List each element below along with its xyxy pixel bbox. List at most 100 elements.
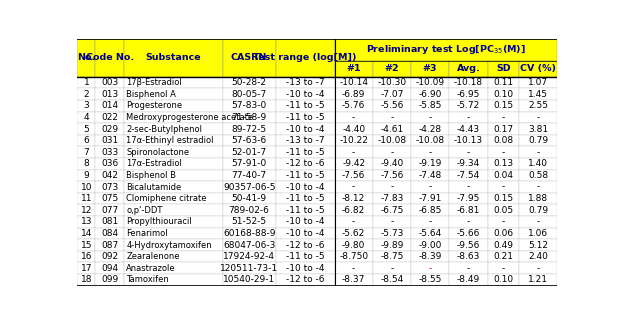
Text: Anastrazole: Anastrazole [126, 264, 176, 273]
Bar [488, 123, 519, 135]
Text: -13 to -7: -13 to -7 [286, 78, 324, 87]
Text: -5.76: -5.76 [342, 101, 365, 110]
Text: -10.08: -10.08 [415, 136, 444, 145]
Bar [488, 263, 519, 274]
Text: -7.56: -7.56 [342, 171, 365, 180]
Bar [519, 274, 557, 286]
Bar [488, 228, 519, 239]
Text: Avg.: Avg. [457, 64, 480, 73]
Bar [488, 193, 519, 204]
Bar [519, 146, 557, 158]
Text: -7.56: -7.56 [380, 171, 404, 180]
Bar [449, 61, 488, 77]
Text: -8.54: -8.54 [380, 275, 404, 284]
Bar [335, 204, 373, 216]
Text: 15: 15 [80, 240, 92, 250]
Bar [335, 228, 373, 239]
Bar [411, 88, 449, 100]
Text: Bisphenol B: Bisphenol B [126, 171, 176, 180]
Text: 17α-Estradiol: 17α-Estradiol [126, 159, 182, 168]
Bar [222, 239, 276, 251]
Bar [124, 216, 222, 228]
Bar [276, 135, 335, 146]
Text: -: - [502, 183, 505, 192]
Bar [373, 61, 411, 77]
Bar [276, 123, 335, 135]
Bar [276, 181, 335, 193]
Bar [411, 123, 449, 135]
Text: -: - [537, 113, 540, 122]
Bar [519, 135, 557, 146]
Text: -8.55: -8.55 [418, 275, 441, 284]
Text: 80-05-7: 80-05-7 [232, 90, 267, 99]
Bar [335, 112, 373, 123]
Text: 031: 031 [102, 136, 118, 145]
Text: 5.12: 5.12 [528, 240, 548, 250]
Text: -: - [467, 264, 470, 273]
Bar [95, 146, 124, 158]
Text: 0.49: 0.49 [493, 240, 514, 250]
Text: -9.19: -9.19 [418, 159, 441, 168]
Bar [335, 274, 373, 286]
Text: -8.39: -8.39 [418, 252, 441, 261]
Text: -7.48: -7.48 [418, 171, 441, 180]
Text: 52-01-7: 52-01-7 [232, 148, 267, 157]
Text: 8: 8 [84, 159, 89, 168]
Text: -9.40: -9.40 [380, 159, 404, 168]
Bar [488, 88, 519, 100]
Text: -12 to -6: -12 to -6 [286, 159, 324, 168]
Bar [449, 263, 488, 274]
Text: -10.30: -10.30 [377, 78, 406, 87]
Text: -: - [537, 217, 540, 226]
Text: -10 to -4: -10 to -4 [286, 90, 324, 99]
Text: 71-58-9: 71-58-9 [232, 113, 267, 122]
Text: 0.10: 0.10 [493, 90, 514, 99]
Text: -13 to -7: -13 to -7 [286, 136, 324, 145]
Text: 0.13: 0.13 [493, 159, 514, 168]
Text: -6.82: -6.82 [342, 206, 365, 215]
Bar [124, 135, 222, 146]
Bar [335, 77, 373, 88]
Text: -10 to -4: -10 to -4 [286, 183, 324, 192]
Text: -6.90: -6.90 [418, 90, 441, 99]
Bar [222, 274, 276, 286]
Text: 092: 092 [102, 252, 118, 261]
Text: -: - [352, 183, 355, 192]
Text: No.: No. [77, 53, 95, 62]
Text: -6.95: -6.95 [457, 90, 480, 99]
Text: 57-91-0: 57-91-0 [232, 159, 267, 168]
Bar [77, 181, 95, 193]
Text: -8.63: -8.63 [457, 252, 480, 261]
Bar [519, 112, 557, 123]
Bar [411, 204, 449, 216]
Bar [449, 239, 488, 251]
Text: 1.88: 1.88 [528, 194, 548, 203]
Bar [222, 112, 276, 123]
Text: CV (%): CV (%) [520, 64, 556, 73]
Text: 0.17: 0.17 [493, 125, 514, 134]
Text: -: - [537, 183, 540, 192]
Bar [124, 39, 222, 77]
Bar [449, 170, 488, 181]
Text: -: - [467, 183, 470, 192]
Text: 9: 9 [84, 171, 89, 180]
Bar [77, 263, 95, 274]
Text: 0.15: 0.15 [493, 194, 514, 203]
Bar [222, 158, 276, 170]
Bar [276, 228, 335, 239]
Text: 10: 10 [80, 183, 92, 192]
Text: -5.64: -5.64 [418, 229, 441, 238]
Bar [373, 100, 411, 112]
Bar [124, 77, 222, 88]
Bar [335, 123, 373, 135]
Bar [373, 158, 411, 170]
Bar [449, 146, 488, 158]
Bar [77, 88, 95, 100]
Text: 17α-Ethinyl estradiol: 17α-Ethinyl estradiol [126, 136, 214, 145]
Bar [411, 146, 449, 158]
Bar [373, 135, 411, 146]
Bar [519, 61, 557, 77]
Text: -: - [537, 148, 540, 157]
Text: 90357-06-5: 90357-06-5 [223, 183, 275, 192]
Bar [519, 204, 557, 216]
